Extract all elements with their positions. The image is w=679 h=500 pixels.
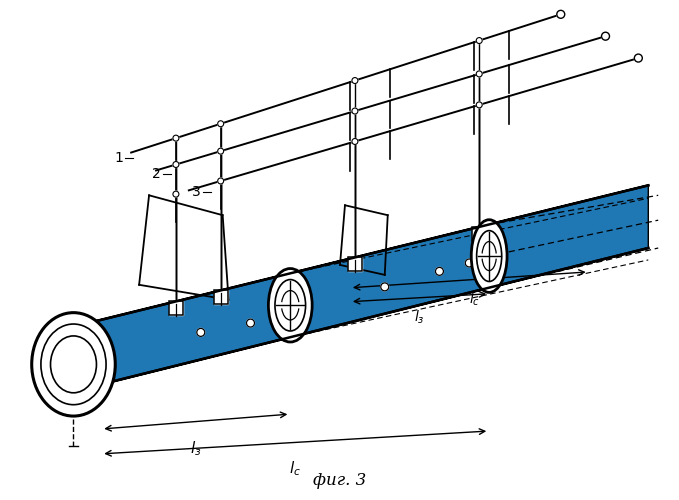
Circle shape [88, 400, 95, 407]
Circle shape [218, 148, 223, 154]
Circle shape [381, 283, 388, 291]
Circle shape [173, 162, 179, 168]
Circle shape [557, 10, 565, 18]
Bar [348, 258, 362, 272]
Circle shape [435, 268, 443, 276]
Bar [473, 227, 486, 241]
Ellipse shape [50, 336, 96, 393]
Circle shape [476, 38, 482, 44]
Circle shape [602, 32, 610, 40]
Circle shape [634, 54, 642, 62]
Circle shape [476, 71, 482, 77]
Ellipse shape [471, 220, 507, 292]
Text: фиг. 3: фиг. 3 [314, 472, 367, 489]
Circle shape [197, 328, 205, 336]
Text: $l_з$: $l_з$ [190, 440, 202, 458]
Circle shape [465, 259, 473, 267]
Bar [214, 290, 227, 304]
Circle shape [352, 108, 358, 114]
Circle shape [33, 361, 40, 368]
Circle shape [88, 322, 95, 328]
Text: $l_c$: $l_c$ [469, 291, 480, 308]
Text: $l_з$: $l_з$ [414, 309, 425, 326]
Text: $l_c$: $l_c$ [289, 460, 301, 478]
Circle shape [246, 319, 255, 327]
Circle shape [52, 322, 58, 328]
Circle shape [352, 138, 358, 144]
Ellipse shape [41, 324, 106, 404]
Bar [473, 227, 486, 241]
Bar [169, 302, 183, 316]
Bar [169, 302, 183, 316]
Circle shape [218, 178, 223, 184]
Circle shape [352, 78, 358, 84]
Bar [348, 258, 362, 272]
Bar [214, 290, 227, 304]
Circle shape [52, 400, 58, 407]
Circle shape [218, 121, 223, 126]
Ellipse shape [32, 312, 115, 416]
Text: 3: 3 [192, 186, 201, 200]
Circle shape [173, 191, 179, 197]
Circle shape [107, 361, 113, 368]
Text: 1: 1 [114, 150, 123, 164]
Text: 2: 2 [152, 168, 161, 181]
Circle shape [173, 135, 179, 141]
Ellipse shape [268, 268, 312, 342]
PathPatch shape [62, 186, 648, 394]
Circle shape [476, 102, 482, 108]
